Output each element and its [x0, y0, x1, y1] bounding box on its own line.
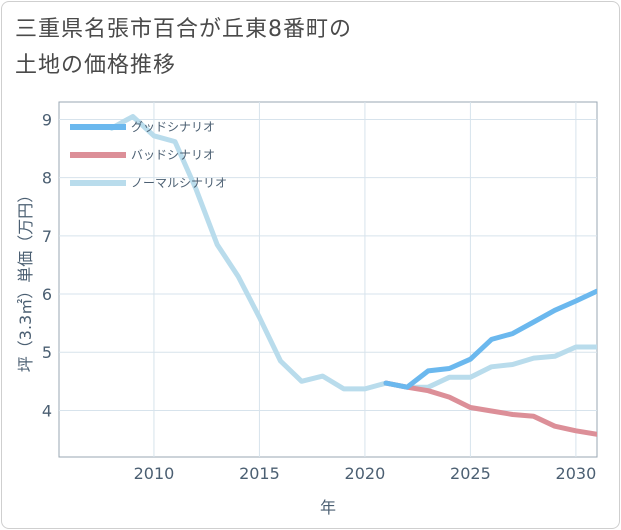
x-tick-label: 2025: [450, 464, 491, 483]
x-tick-label: 2010: [134, 464, 175, 483]
chart-title-line-1: 三重県名張市百合が丘東8番町の: [15, 17, 352, 42]
series-line-0: [383, 288, 597, 390]
x-tick-label: 2020: [345, 464, 386, 483]
y-tick-label: 8: [42, 169, 52, 188]
y-tick-label: 5: [42, 343, 52, 362]
chart-title-line-2: 土地の価格推移: [15, 53, 177, 78]
y-axis-title: 坪（3.3㎡）単価（万円）: [16, 187, 35, 372]
series-line-2: [109, 114, 597, 392]
y-tick-label: 9: [42, 110, 52, 129]
x-axis-title: 年: [320, 498, 336, 517]
legend-label: グッドシナリオ: [131, 120, 215, 134]
y-tick-label: 7: [42, 227, 52, 246]
x-tick-label: 2030: [556, 464, 597, 483]
chart-title: 三重県名張市百合が丘東8番町の 土地の価格推移: [15, 12, 352, 84]
plot-frame: [58, 101, 598, 458]
series-line-1: [383, 380, 597, 437]
legend-label: ノーマルシナリオ: [131, 176, 227, 190]
legend-label: バッドシナリオ: [131, 148, 215, 162]
y-tick-label: 4: [42, 401, 52, 420]
x-tick-label: 2015: [239, 464, 280, 483]
y-tick-label: 6: [42, 285, 52, 304]
